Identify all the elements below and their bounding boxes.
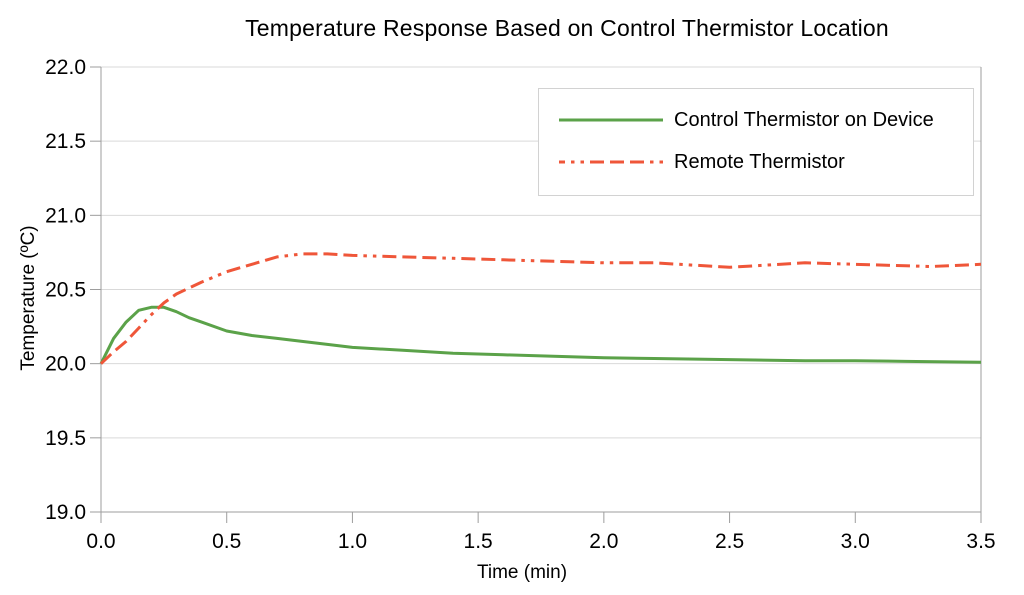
x-tick-label: 3.0 — [841, 530, 870, 553]
y-tick-label: 19.5 — [45, 427, 86, 450]
x-tick-label: 2.5 — [715, 530, 744, 553]
x-tick-label: 2.0 — [589, 530, 618, 553]
y-tick-label: 21.5 — [45, 130, 86, 153]
legend-line-sample-solid-icon — [559, 118, 663, 122]
legend-label-control-thermistor: Control Thermistor on Device — [674, 108, 934, 131]
legend-item-control-thermistor: Control Thermistor on Device — [539, 99, 973, 141]
x-tick-label: 1.0 — [338, 530, 367, 553]
legend-item-remote-thermistor: Remote Thermistor — [539, 141, 973, 183]
series-line-1 — [99, 252, 982, 365]
series-line-0 — [99, 305, 982, 365]
y-axis-title: Temperature (ºC) — [18, 225, 39, 371]
legend-line-sample-dashed-icon — [559, 160, 663, 164]
y-tick-label: 20.5 — [45, 279, 86, 302]
y-tick-label: 20.0 — [45, 353, 86, 376]
legend: Control Thermistor on Device Remote Ther… — [538, 88, 974, 196]
x-tick-label: 0.0 — [86, 530, 115, 553]
x-axis-title: Time (min) — [476, 562, 568, 583]
y-tick-label: 21.0 — [45, 204, 86, 227]
y-tick-label: 19.0 — [45, 501, 86, 524]
x-tick-label: 0.5 — [212, 530, 241, 553]
y-tick-label: 22.0 — [45, 56, 86, 79]
legend-label-remote-thermistor: Remote Thermistor — [674, 150, 845, 173]
chart-title: Temperature Response Based on Control Th… — [245, 15, 889, 41]
x-tick-label: 1.5 — [464, 530, 493, 553]
x-tick-label: 3.5 — [966, 530, 995, 553]
